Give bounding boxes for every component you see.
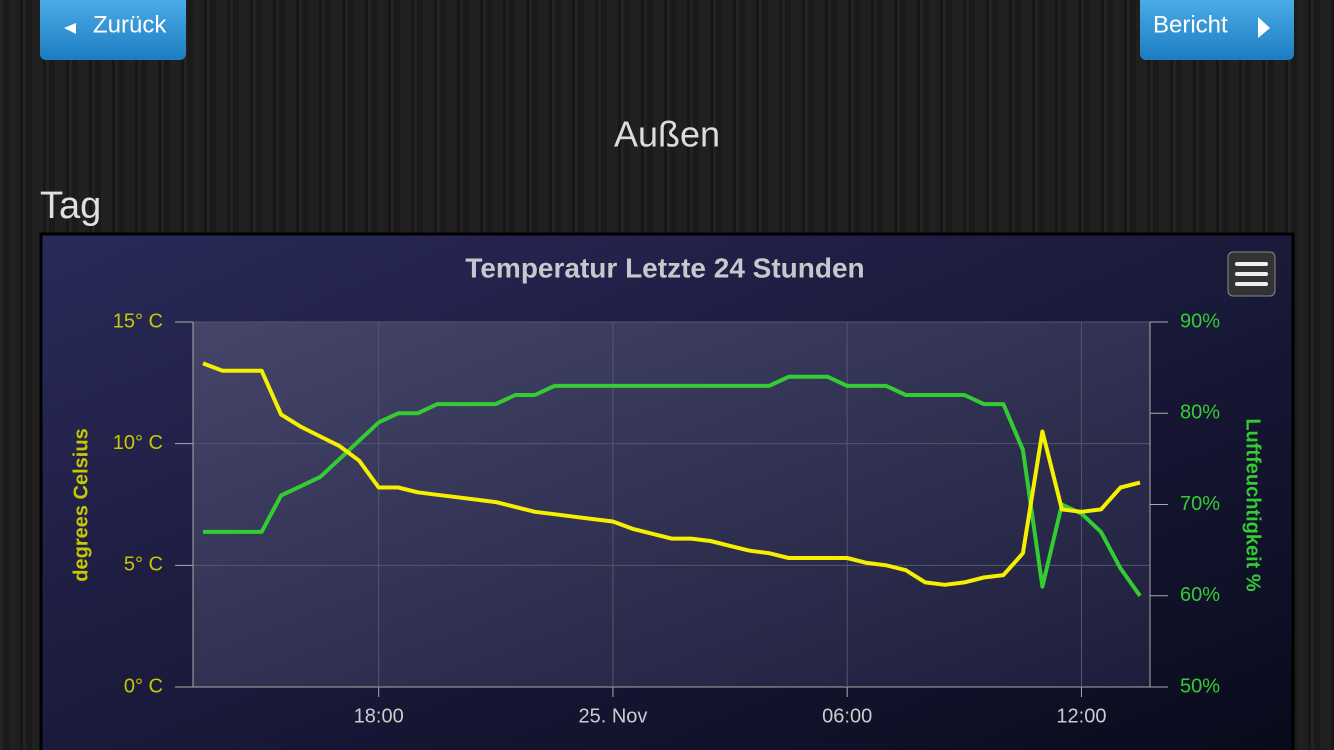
x-tick-label: 18:00: [354, 705, 404, 727]
back-button[interactable]: Zurück: [40, 0, 186, 60]
report-arrow[interactable]: [1258, 17, 1270, 38]
y-tick-label: 5° C: [124, 554, 163, 576]
plot-area: [193, 322, 1150, 687]
data-line: [203, 374, 1142, 597]
report-label[interactable]: Bericht: [1153, 11, 1228, 38]
menu-icon[interactable]: [1235, 262, 1268, 286]
y-tick-label: 15° C: [113, 310, 163, 332]
y2-tick-label: 90%: [1180, 310, 1220, 332]
x-tick-label: 12:00: [1056, 705, 1106, 727]
data-line: [202, 361, 1141, 587]
x-tick-label: 06:00: [822, 705, 872, 727]
back-arrow[interactable]: [64, 23, 76, 34]
report-button-bg[interactable]: [1140, 0, 1294, 60]
y2-axis-label: Luftfeuchtigkeit %: [1242, 418, 1264, 592]
y-tick-label: 0° C: [124, 675, 163, 697]
x-tick-label: 25. Nov: [578, 705, 647, 727]
y2-tick-label: 80%: [1180, 402, 1220, 424]
chart-title: Temperatur Letzte 24 Stunden: [465, 252, 864, 283]
report-button[interactable]: Bericht: [1140, 0, 1294, 60]
page-title: Außen: [614, 114, 720, 155]
back-button-bg[interactable]: [40, 0, 186, 60]
menu-button[interactable]: [1227, 251, 1276, 297]
y-tick-label: 10° C: [113, 432, 163, 454]
y2-tick-label: 70%: [1180, 493, 1220, 515]
y2-tick-label: 50%: [1180, 675, 1220, 697]
y-axis-label: degrees Celsius: [70, 428, 92, 581]
back-label[interactable]: Zurück: [93, 11, 167, 38]
y2-tick-label: 60%: [1180, 584, 1220, 606]
section-title: Tag: [40, 185, 101, 227]
